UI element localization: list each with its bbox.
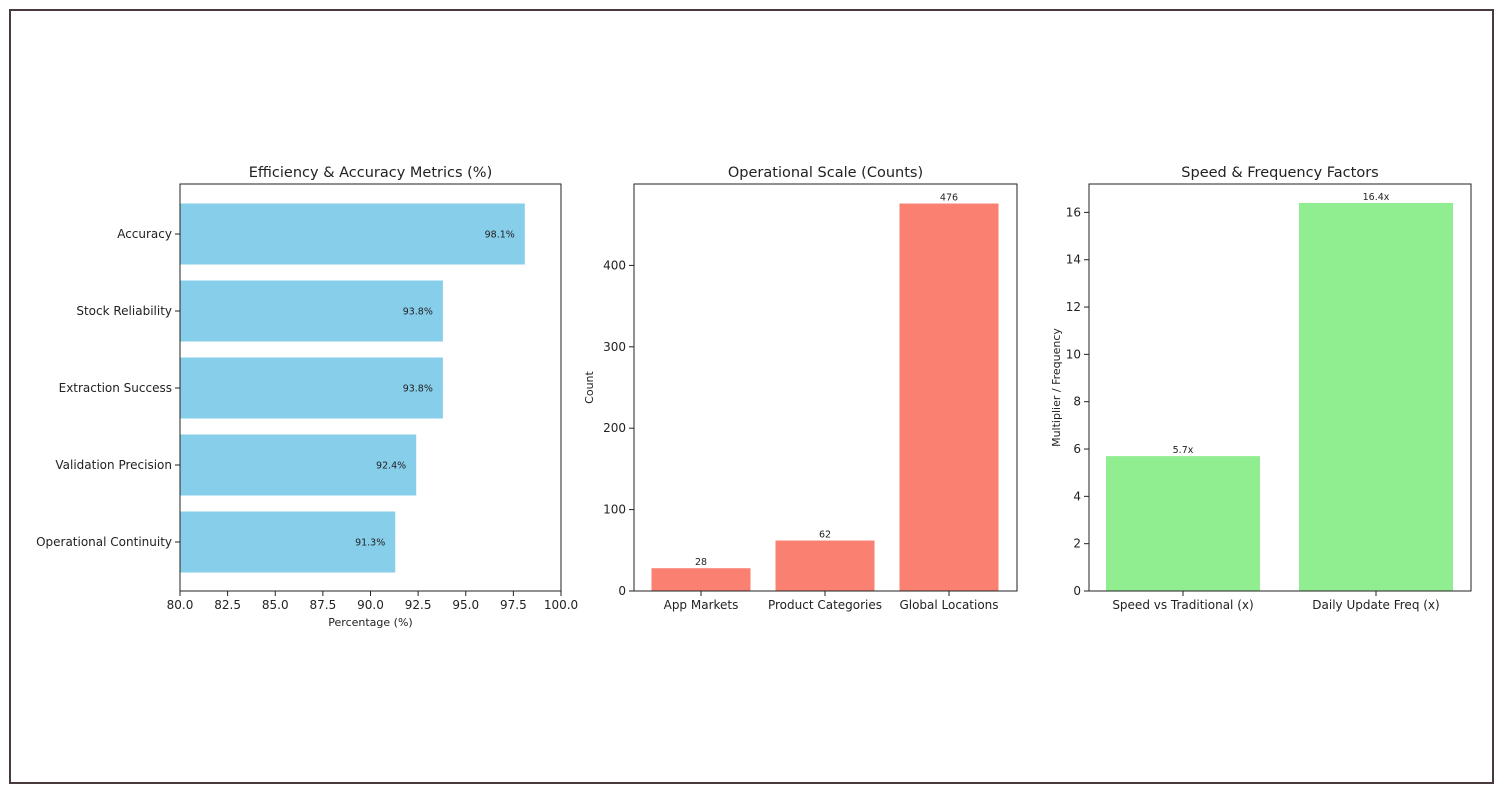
y-tick-label: 200 <box>603 421 626 435</box>
y-tick-label: Extraction Success <box>59 381 172 395</box>
x-axis-label: Percentage (%) <box>328 616 412 629</box>
y-tick-label: Accuracy <box>117 227 172 241</box>
bar-extraction-success <box>180 357 443 419</box>
x-tick-label: 82.5 <box>214 598 241 612</box>
x-tick-label: 100.0 <box>544 598 578 612</box>
data-label: 93.8% <box>403 384 433 395</box>
chart-title: Speed & Frequency Factors <box>1181 165 1378 181</box>
y-axis-label: Count <box>583 370 596 403</box>
x-tick-label: 80.0 <box>167 598 194 612</box>
x-tick-label: 90.0 <box>357 598 384 612</box>
x-tick-label: 92.5 <box>405 598 432 612</box>
y-tick-label: Operational Continuity <box>36 535 172 549</box>
data-label: 62 <box>819 530 831 541</box>
data-label: 92.4% <box>376 461 406 472</box>
bar-accuracy <box>180 203 525 265</box>
x-tick-label: 95.0 <box>452 598 479 612</box>
x-tick-label: 87.5 <box>310 598 337 612</box>
data-label: 16.4x <box>1363 192 1390 203</box>
plot-area <box>1088 183 1472 592</box>
x-tick-label: Speed vs Traditional (x) <box>1112 598 1253 612</box>
bar-app-markets <box>651 568 751 591</box>
y-tick-label: 400 <box>603 258 626 272</box>
bar-operational-continuity <box>180 511 396 573</box>
x-tick-label: Product Categories <box>768 598 882 612</box>
data-label: 476 <box>940 193 958 204</box>
y-tick-label: 6 <box>1073 442 1081 456</box>
bar-stock-reliability <box>180 280 443 342</box>
y-tick-label: Stock Reliability <box>76 304 172 318</box>
y-tick-label: 16 <box>1066 205 1081 219</box>
data-label: 28 <box>695 557 707 568</box>
data-label: 98.1% <box>485 230 515 241</box>
y-tick-label: Validation Precision <box>55 458 172 472</box>
x-tick-label: App Markets <box>664 598 739 612</box>
y-tick-label: 4 <box>1073 489 1081 503</box>
data-label: 5.7x <box>1173 445 1194 456</box>
plot-area <box>633 183 1018 592</box>
data-label: 93.8% <box>403 307 433 318</box>
y-tick-label: 0 <box>618 584 626 598</box>
y-tick-label: 14 <box>1066 253 1081 267</box>
bar-validation-precision <box>180 434 417 496</box>
data-label: 91.3% <box>355 538 385 549</box>
x-tick-label: 97.5 <box>500 598 527 612</box>
chart-title: Operational Scale (Counts) <box>728 165 923 181</box>
x-tick-label: Daily Update Freq (x) <box>1312 598 1439 612</box>
y-tick-label: 0 <box>1073 584 1081 598</box>
bar-global-locations <box>899 203 999 591</box>
bar-product-categories <box>775 540 875 591</box>
y-tick-label: 8 <box>1073 395 1081 409</box>
y-axis-label: Multiplier / Frequency <box>1050 328 1063 447</box>
bar-0 <box>1106 456 1260 591</box>
bar-1 <box>1299 202 1453 591</box>
y-tick-label: 12 <box>1066 300 1081 314</box>
y-tick-label: 10 <box>1066 347 1081 361</box>
y-tick-label: 2 <box>1073 537 1081 551</box>
x-tick-label: Global Locations <box>899 598 998 612</box>
y-tick-label: 100 <box>603 503 626 517</box>
chart-title: Efficiency & Accuracy Metrics (%) <box>249 165 493 181</box>
x-tick-label: 85.0 <box>262 598 289 612</box>
y-tick-label: 300 <box>603 340 626 354</box>
